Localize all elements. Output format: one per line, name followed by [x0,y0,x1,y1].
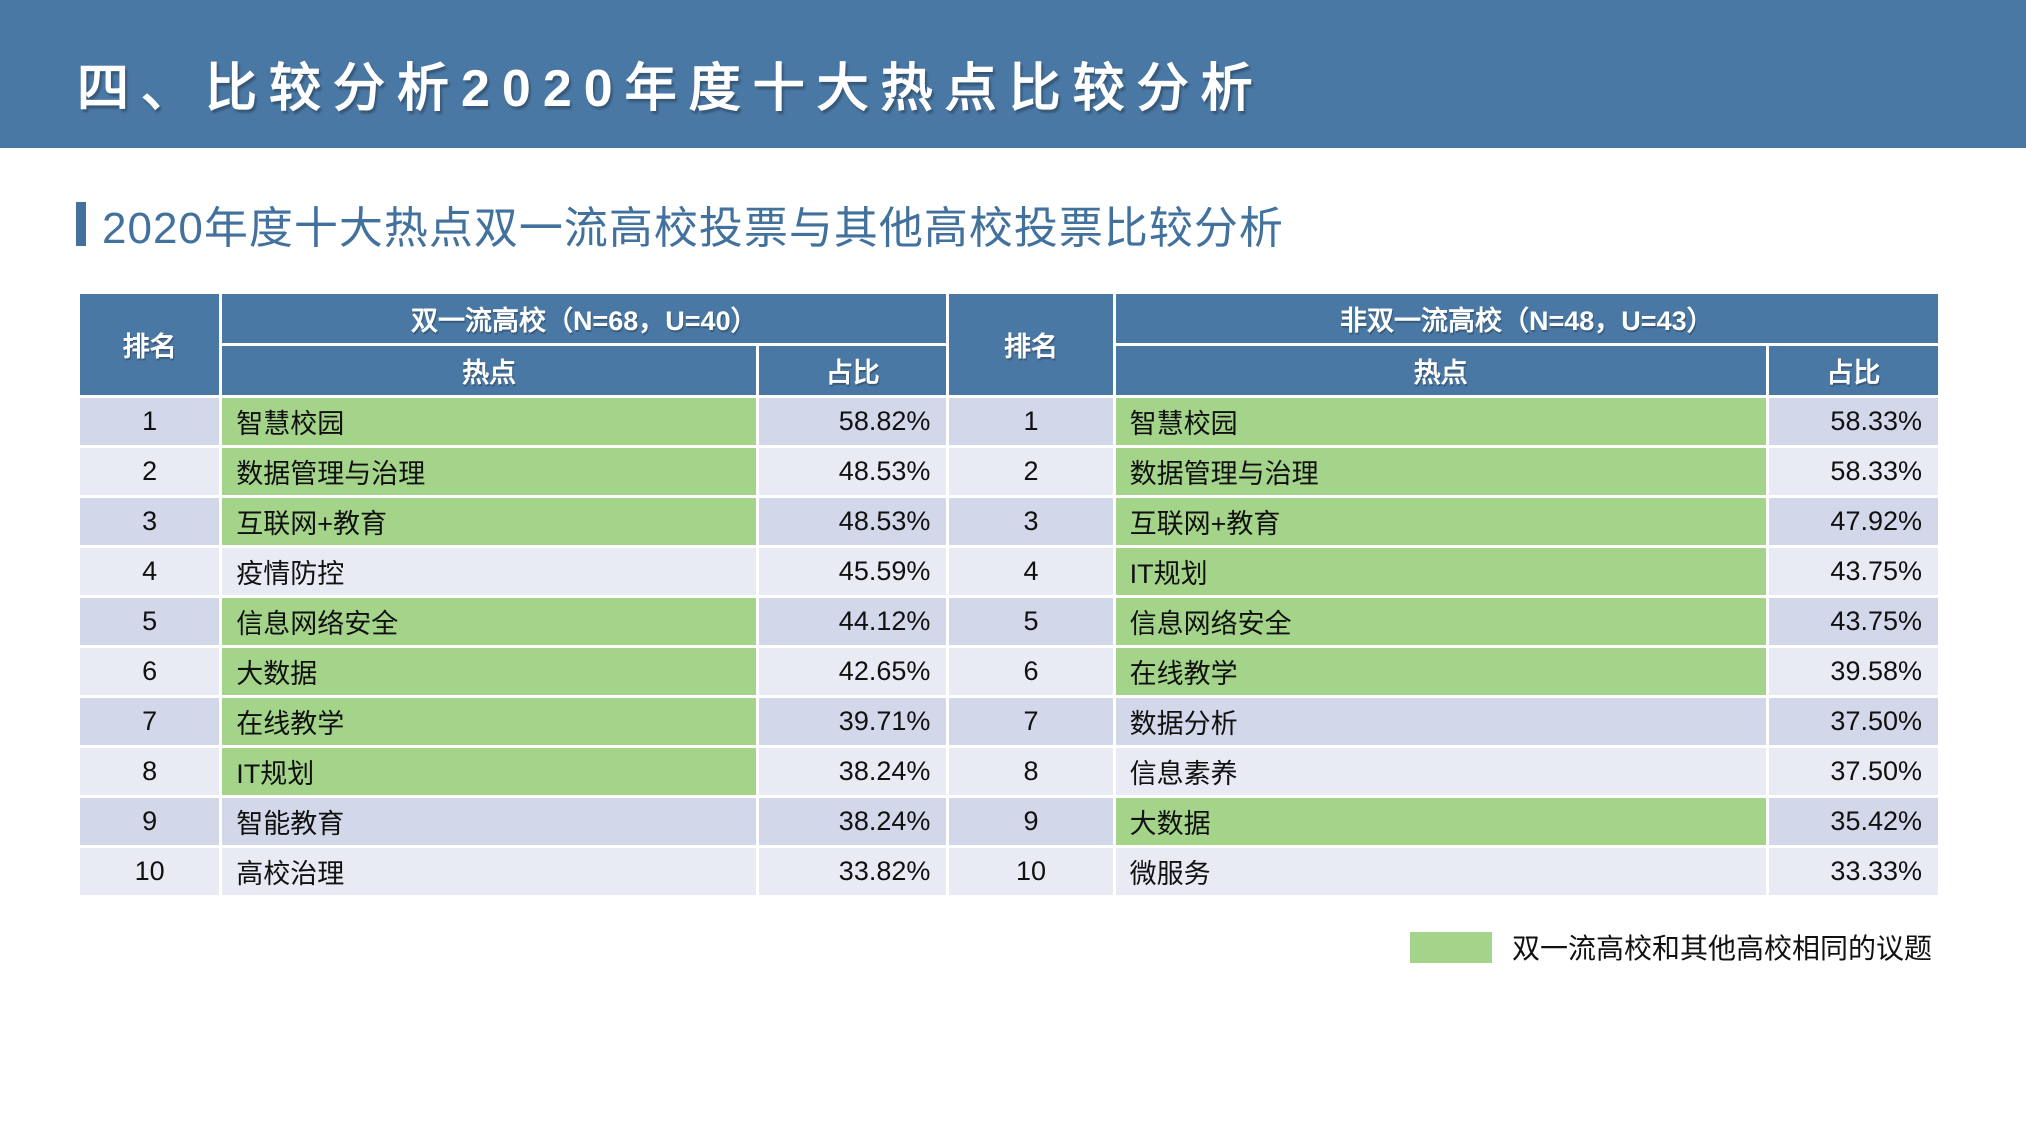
topic-cell: IT规划 [1112,545,1769,598]
table-row: 2 数据管理与治理 48.53% 2 数据管理与治理 58.33% [76,445,1942,498]
topic-cell: 信息网络安全 [219,595,760,648]
topic-cell: 微服务 [1112,845,1769,898]
rank-cell: 2 [76,445,223,498]
left-group-header: 双一流高校（N=68，U=40） [219,291,950,346]
rank-cell: 7 [946,695,1116,748]
rank-cell: 8 [946,745,1116,798]
table-row: 6 大数据 42.65% 6 在线教学 39.58% [76,645,1942,698]
share-cell: 43.75% [1765,545,1942,598]
rank-cell: 3 [76,495,223,548]
topic-cell: 数据管理与治理 [219,445,760,498]
page-title: 四、比较分析2020年度十大热点比较分析 [77,59,1265,118]
comparison-table: 排名 双一流高校（N=68，U=40） 排名 非双一流高校（N=48，U=43）… [76,291,1942,898]
topic-cell: 在线教学 [219,695,760,748]
table-row: 10 高校治理 33.82% 10 微服务 33.33% [76,845,1942,898]
topic-cell: 智能教育 [219,795,760,848]
rank-cell: 9 [946,795,1116,848]
share-cell: 58.33% [1765,395,1942,448]
share-cell: 39.71% [756,695,950,748]
share-cell: 45.59% [756,545,950,598]
table-row: 4 疫情防控 45.59% 4 IT规划 43.75% [76,545,1942,598]
table-row: 3 互联网+教育 48.53% 3 互联网+教育 47.92% [76,495,1942,548]
rank-cell: 10 [946,845,1116,898]
share-cell: 37.50% [1765,745,1942,798]
subtitle-accent-bar [76,202,86,246]
table-row: 9 智能教育 38.24% 9 大数据 35.42% [76,795,1942,848]
share-cell: 39.58% [1765,645,1942,698]
topic-cell: 信息网络安全 [1112,595,1769,648]
topic-header-right: 热点 [1112,343,1769,398]
subtitle-text: 2020年度十大热点双一流高校投票与其他高校投票比较分析 [102,204,1284,253]
right-group-header: 非双一流高校（N=48，U=43） [1112,291,1942,346]
topic-cell: 疫情防控 [219,545,760,598]
rank-cell: 10 [76,845,223,898]
share-header-right: 占比 [1765,343,1942,398]
rank-cell: 9 [76,795,223,848]
topic-cell: 智慧校园 [219,395,760,448]
share-cell: 48.53% [756,445,950,498]
topic-cell: IT规划 [219,745,760,798]
topic-cell: 智慧校园 [1112,395,1769,448]
share-cell: 35.42% [1765,795,1942,848]
rank-cell: 3 [946,495,1116,548]
share-cell: 38.24% [756,745,950,798]
header-row-columns: 热点 占比 热点 占比 [79,343,1942,398]
topic-cell: 高校治理 [219,845,760,898]
table-header: 排名 双一流高校（N=68，U=40） 排名 非双一流高校（N=48，U=43）… [76,291,1942,398]
share-cell: 37.50% [1765,695,1942,748]
share-cell: 38.24% [756,795,950,848]
header-row-groups: 排名 双一流高校（N=68，U=40） 排名 非双一流高校（N=48，U=43） [76,291,1942,398]
topic-cell: 大数据 [219,645,760,698]
topic-header-left: 热点 [219,343,760,398]
table-row: 5 信息网络安全 44.12% 5 信息网络安全 43.75% [76,595,1942,648]
topic-cell: 数据管理与治理 [1112,445,1769,498]
table-row: 8 IT规划 38.24% 8 信息素养 37.50% [76,745,1942,798]
topic-cell: 信息素养 [1112,745,1769,798]
share-cell: 48.53% [756,495,950,548]
topic-cell: 互联网+教育 [1112,495,1769,548]
legend-label: 双一流高校和其他高校相同的议题 [1511,933,1932,964]
topic-cell: 互联网+教育 [219,495,760,548]
rank-cell: 2 [946,445,1116,498]
rank-cell: 5 [946,595,1116,648]
share-header-left: 占比 [756,343,950,398]
rank-cell: 7 [76,695,223,748]
rank-cell: 1 [76,395,223,448]
share-cell: 47.92% [1765,495,1942,548]
topic-cell: 大数据 [1112,795,1769,848]
rank-cell: 6 [76,645,223,698]
share-cell: 42.65% [756,645,950,698]
rank-cell: 4 [76,545,223,598]
table-row: 1 智慧校园 58.82% 1 智慧校园 58.33% [76,395,1942,448]
share-cell: 58.82% [756,395,950,448]
rank-header-left: 排名 [76,291,223,398]
share-cell: 43.75% [1765,595,1942,648]
share-cell: 58.33% [1765,445,1942,498]
rank-cell: 6 [946,645,1116,698]
rank-cell: 8 [76,745,223,798]
topic-cell: 数据分析 [1112,695,1769,748]
legend: 双一流高校和其他高校相同的议题 [1409,927,1932,967]
share-cell: 44.12% [756,595,950,648]
share-cell: 33.33% [1765,845,1942,898]
section-subtitle: 2020年度十大热点双一流高校投票与其他高校投票比较分析 [76,192,1284,256]
rank-cell: 1 [946,395,1116,448]
slide-title-bar: 四、比较分析2020年度十大热点比较分析 [0,0,2026,148]
table-body: 1 智慧校园 58.82% 1 智慧校园 58.33% 2 数据管理与治理 48.53% 2 数据管… [76,395,1942,898]
rank-cell: 5 [76,595,223,648]
table-row: 7 在线教学 39.71% 7 数据分析 37.50% [76,695,1942,748]
rank-header-right: 排名 [946,291,1116,398]
share-cell: 33.82% [756,845,950,898]
rank-cell: 4 [946,545,1116,598]
legend-green-swatch [1409,931,1492,963]
topic-cell: 在线教学 [1112,645,1769,698]
